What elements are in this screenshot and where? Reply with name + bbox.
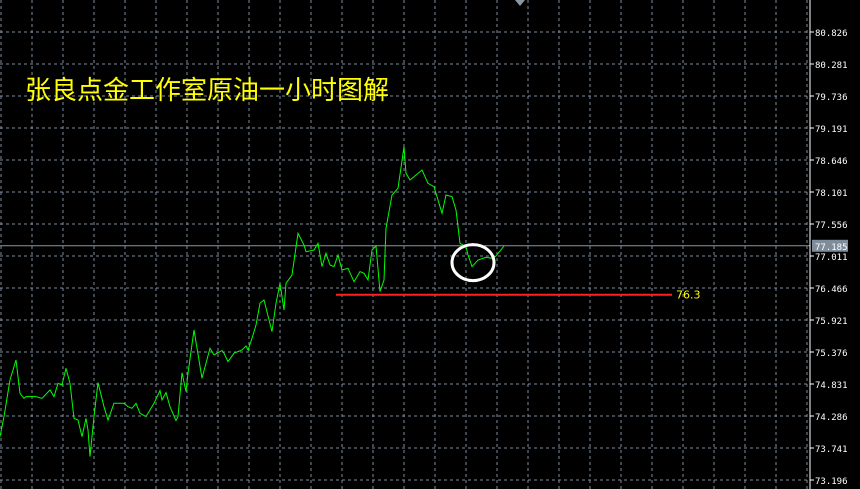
- grid: [0, 0, 808, 489]
- y-tick-label: 79.191: [815, 125, 848, 135]
- y-tick-label: 75.921: [815, 317, 848, 327]
- highlight-circle: [450, 243, 496, 283]
- y-tick-label: 76.466: [815, 285, 848, 295]
- current-price-box: [812, 239, 848, 252]
- y-tick-label: 74.286: [815, 413, 848, 423]
- y-tick-label: 78.646: [815, 157, 848, 167]
- y-tick-label: 80.826: [815, 29, 848, 39]
- price-series-line: [0, 146, 505, 457]
- price-axis: 80.826 80.281 79.736 79.191 78.646 78.101 77.5…: [810, 29, 848, 487]
- price-points: [0, 147, 504, 457]
- y-tick-label: 80.281: [815, 61, 848, 71]
- support-label: 76.3: [676, 289, 701, 302]
- chart-title: 张良点金工作室原油一小时图解: [25, 76, 390, 106]
- chart-shift-marker-icon[interactable]: [515, 0, 525, 6]
- y-tick-label: 78.101: [815, 189, 848, 199]
- y-tick-label: 73.741: [815, 445, 848, 455]
- y-tick-label: 77.011: [815, 253, 848, 263]
- current-price-label: 77.185: [815, 243, 848, 253]
- y-tick-label: 77.556: [815, 221, 848, 231]
- y-tick-label: 73.196: [815, 477, 848, 487]
- y-tick-label: 79.736: [815, 93, 848, 103]
- y-tick-label: 74.831: [815, 381, 848, 391]
- y-tick-label: 75.376: [815, 349, 848, 359]
